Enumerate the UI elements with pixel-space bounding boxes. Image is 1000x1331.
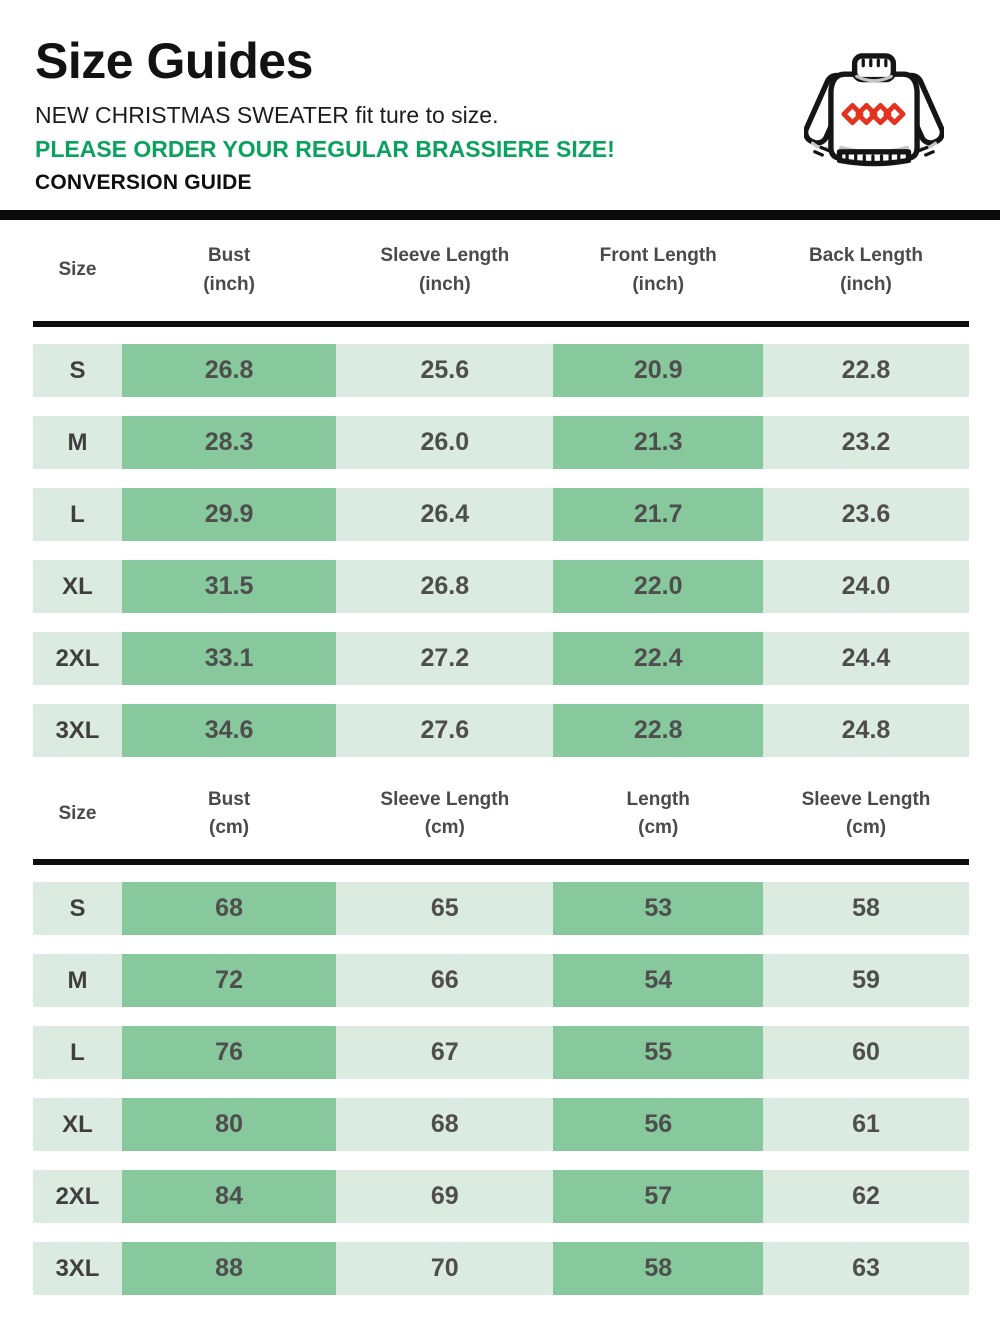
measurement-cell: 57	[553, 1170, 764, 1223]
size-table-cm: Size Bust (cm) Sleeve Length (cm) Length (cm) S…	[33, 757, 969, 1295]
size-label: 3XL	[33, 1242, 122, 1295]
size-row: XL 80 68 56 61	[33, 1098, 969, 1151]
measurement-cell: 24.0	[763, 560, 969, 613]
measurement-cell: 26.0	[336, 416, 554, 469]
size-row: 2XL 84 69 57 62	[33, 1170, 969, 1223]
size-row: 3XL 88 70 58 63	[33, 1242, 969, 1295]
column-header: Size	[58, 259, 97, 281]
size-label: L	[33, 1026, 122, 1079]
measurement-cell: 54	[553, 954, 764, 1007]
measurement-cell: 68	[121, 882, 337, 935]
measurement-cell: 21.3	[553, 416, 764, 469]
size-row: M 28.3 26.0 21.3 23.2	[33, 416, 969, 469]
size-label: XL	[33, 1098, 122, 1151]
measurement-cell: 27.2	[336, 632, 554, 685]
measurement-cell: 80	[121, 1098, 337, 1151]
header-divider	[0, 210, 1000, 220]
christmas-sweater-icon	[804, 53, 944, 167]
size-label: 3XL	[33, 704, 122, 757]
fit-subtitle: NEW CHRISTMAS SWEATER fit ture to size.	[35, 102, 499, 128]
conversion-guide-label: CONVERSION GUIDE	[35, 171, 252, 194]
column-header: Bust (cm)	[207, 788, 251, 839]
measurement-cell: 58	[763, 882, 969, 935]
measurement-cell: 23.2	[763, 416, 969, 469]
measurement-cell: 26.4	[336, 488, 554, 541]
size-label: XL	[33, 560, 122, 613]
measurement-cell: 33.1	[121, 632, 337, 685]
size-label: M	[33, 954, 122, 1007]
measurement-cell: 21.7	[553, 488, 764, 541]
size-label: M	[33, 416, 122, 469]
size-label: 2XL	[33, 632, 122, 685]
measurement-cell: 28.3	[121, 416, 337, 469]
measurement-cell: 34.6	[121, 704, 337, 757]
measurement-cell: 55	[553, 1026, 764, 1079]
size-row: S 26.8 25.6 20.9 22.8	[33, 344, 969, 397]
size-row: XL 31.5 26.8 22.0 24.0	[33, 560, 969, 613]
size-label: L	[33, 488, 122, 541]
table-header-row-inch: Size Bust (inch) Sleeve Length (inch) Front L…	[33, 220, 969, 327]
measurement-cell: 22.0	[553, 560, 764, 613]
size-row: S 68 65 53 58	[33, 882, 969, 935]
size-table-inch: Size Bust (inch) Sleeve Length (inch) Front L…	[33, 220, 969, 757]
table-body-cm: S 68 65 53 58 M 72 66 54 59 L 76 67 55 60 XL 80 68 56 61 2XL…	[33, 865, 969, 1295]
measurement-cell: 72	[121, 954, 337, 1007]
measurement-cell: 26.8	[336, 560, 554, 613]
size-row: 3XL 34.6 27.6 22.8 24.8	[33, 704, 969, 757]
size-row: L 76 67 55 60	[33, 1026, 969, 1079]
measurement-cell: 62	[763, 1170, 969, 1223]
measurement-cell: 29.9	[121, 488, 337, 541]
column-header: Bust (inch)	[203, 245, 255, 295]
column-header: Front Length (inch)	[599, 245, 717, 295]
measurement-cell: 59	[763, 954, 969, 1007]
measurement-cell: 58	[553, 1242, 764, 1295]
measurement-cell: 27.6	[336, 704, 554, 757]
column-header: Length (cm)	[626, 788, 690, 839]
size-row: 2XL 33.1 27.2 22.4 24.4	[33, 632, 969, 685]
measurement-cell: 61	[763, 1098, 969, 1151]
measurement-cell: 23.6	[763, 488, 969, 541]
column-header: Size	[58, 802, 97, 824]
size-row: M 72 66 54 59	[33, 954, 969, 1007]
column-header: Sleeve Length (cm)	[380, 788, 510, 839]
table-body-inch: S 26.8 25.6 20.9 22.8 M 28.3 26.0 21.3 23.2 L 29.9 2…	[33, 327, 969, 757]
measurement-cell: 22.8	[763, 344, 969, 397]
measurement-cell: 25.6	[336, 344, 554, 397]
measurement-cell: 31.5	[121, 560, 337, 613]
measurement-cell: 65	[336, 882, 554, 935]
measurement-cell: 67	[336, 1026, 554, 1079]
measurement-cell: 69	[336, 1170, 554, 1223]
page-header: Size Guides NEW CHRISTMAS SWEATER fit tu…	[0, 0, 1000, 195]
size-label: S	[33, 344, 122, 397]
measurement-cell: 56	[553, 1098, 764, 1151]
measurement-cell: 20.9	[553, 344, 764, 397]
page-title: Size Guides	[35, 33, 313, 89]
measurement-cell: 24.4	[763, 632, 969, 685]
column-header: Sleeve Length (cm)	[801, 788, 931, 839]
column-header: Back Length (inch)	[808, 245, 924, 295]
measurement-cell: 76	[121, 1026, 337, 1079]
measurement-cell: 22.8	[553, 704, 764, 757]
size-label: S	[33, 882, 122, 935]
measurement-cell: 68	[336, 1098, 554, 1151]
column-header: Sleeve Length (inch)	[380, 245, 510, 295]
measurement-cell: 63	[763, 1242, 969, 1295]
size-row: L 29.9 26.4 21.7 23.6	[33, 488, 969, 541]
measurement-cell: 60	[763, 1026, 969, 1079]
size-label: 2XL	[33, 1170, 122, 1223]
table-header-row-cm: Size Bust (cm) Sleeve Length (cm) Length (cm) S…	[33, 757, 969, 865]
measurement-cell: 84	[121, 1170, 337, 1223]
measurement-cell: 88	[121, 1242, 337, 1295]
measurement-cell: 24.8	[763, 704, 969, 757]
measurement-cell: 53	[553, 882, 764, 935]
order-notice: PLEASE ORDER YOUR REGULAR BRASSIERE SIZE…	[35, 136, 615, 162]
measurement-cell: 66	[336, 954, 554, 1007]
measurement-cell: 70	[336, 1242, 554, 1295]
measurement-cell: 22.4	[553, 632, 764, 685]
diamond-pattern	[841, 103, 906, 126]
measurement-cell: 26.8	[121, 344, 337, 397]
